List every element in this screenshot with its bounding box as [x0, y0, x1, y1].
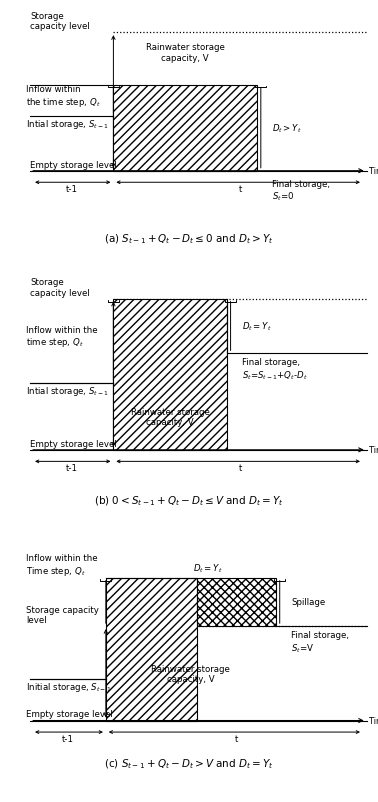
- Text: Rainwater storage
capacity, V: Rainwater storage capacity, V: [152, 664, 230, 683]
- Text: Time step: Time step: [369, 446, 378, 455]
- Text: t-1: t-1: [66, 464, 78, 473]
- Text: (c) $S_{t-1}+Q_t-D_t > V$ and $D_t = Y_t$: (c) $S_{t-1}+Q_t-D_t > V$ and $D_t = Y_t…: [104, 756, 274, 770]
- Text: Empty storage level: Empty storage level: [30, 160, 117, 169]
- Text: (a) $S_{t-1}+Q_t-D_t\leq 0$ and $D_t > Y_t$: (a) $S_{t-1}+Q_t-D_t\leq 0$ and $D_t > Y…: [104, 233, 274, 246]
- Text: Inflow within the
Time step, $Q_t$: Inflow within the Time step, $Q_t$: [26, 553, 98, 577]
- Text: Intial storage, $S_{t-1}$: Intial storage, $S_{t-1}$: [26, 384, 110, 397]
- Text: Inflow within the
time step, $Q_t$: Inflow within the time step, $Q_t$: [26, 325, 98, 349]
- Text: Intial storage, $S_{t-1}$: Intial storage, $S_{t-1}$: [26, 118, 110, 131]
- Text: Storage capacity
level: Storage capacity level: [26, 605, 99, 624]
- Text: Rainwater storage
capacity, V: Rainwater storage capacity, V: [131, 407, 209, 427]
- Bar: [106, 578, 197, 721]
- Text: Rainwater storage
capacity, V: Rainwater storage capacity, V: [146, 43, 225, 63]
- Text: $D_t$$>$$Y_t$: $D_t$$>$$Y_t$: [272, 122, 302, 135]
- Text: Spillage: Spillage: [291, 597, 325, 606]
- Text: Final storage,
$S_t$=$S_{t-1}$+$Q_t$-$D_t$: Final storage, $S_t$=$S_{t-1}$+$Q_t$-$D_…: [242, 358, 307, 381]
- Text: Initial storage, $S_{t-1}$: Initial storage, $S_{t-1}$: [26, 680, 112, 693]
- Text: Empty storage level: Empty storage level: [26, 710, 113, 719]
- Bar: [113, 299, 227, 450]
- Text: $D_t$$=$$Y_t$: $D_t$$=$$Y_t$: [242, 320, 271, 333]
- Text: Final storage,
$S_t$=0: Final storage, $S_t$=0: [272, 180, 330, 203]
- Text: t: t: [235, 735, 238, 743]
- Text: Storage
capacity level: Storage capacity level: [30, 277, 90, 298]
- Bar: [197, 578, 276, 626]
- Text: t-1: t-1: [66, 185, 78, 194]
- Text: t: t: [239, 464, 242, 473]
- Text: Time step: Time step: [369, 716, 378, 725]
- Text: t-1: t-1: [62, 735, 74, 743]
- Text: t: t: [239, 185, 242, 194]
- Text: Empty storage level: Empty storage level: [30, 439, 117, 448]
- Text: Time step: Time step: [369, 167, 378, 176]
- Text: Storage
capacity level: Storage capacity level: [30, 12, 90, 31]
- Text: $D_t$$=$$Y_t$: $D_t$$=$$Y_t$: [193, 561, 222, 574]
- Bar: [113, 86, 257, 172]
- Text: (b) $0< S_{t-1}+Q_t-D_t\leq V$ and $D_t = Y_t$: (b) $0< S_{t-1}+Q_t-D_t\leq V$ and $D_t …: [94, 494, 284, 508]
- Text: Inflow within
the time step, $Q_t$: Inflow within the time step, $Q_t$: [26, 85, 101, 109]
- Text: Final storage,
$S_t$=V: Final storage, $S_t$=V: [291, 630, 349, 654]
